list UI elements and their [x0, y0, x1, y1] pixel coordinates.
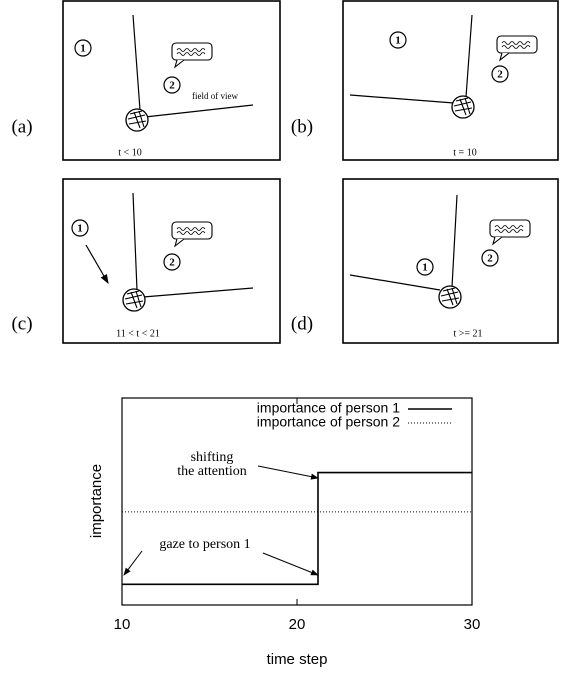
- caption: t < 10: [118, 147, 141, 158]
- panel-frame: [62, 178, 281, 344]
- person-2-label: 2: [169, 80, 175, 92]
- person-2: [163, 253, 181, 271]
- person-2: [481, 249, 499, 267]
- robot: [122, 288, 146, 312]
- person-2-label: 2: [487, 253, 493, 265]
- annotation: shifting: [191, 450, 234, 465]
- person-1-label: 1: [422, 262, 428, 274]
- person-1: [389, 31, 407, 49]
- speech-bubble: [489, 219, 531, 245]
- person-2: [491, 65, 509, 83]
- legend-label: importance of person 2: [257, 414, 400, 430]
- annotation: gaze to person 1: [159, 537, 250, 552]
- person-2: [163, 76, 181, 94]
- x-axis-label: time step: [267, 651, 328, 668]
- panel-label: (c): [11, 313, 32, 334]
- person-1-label: 1: [395, 35, 401, 47]
- x-tick-label: 10: [114, 616, 131, 633]
- panel-label: (a): [11, 116, 32, 137]
- person-1-label: 1: [77, 223, 83, 235]
- robot: [451, 95, 475, 119]
- field-of-view: [349, 14, 473, 104]
- panel-b: (b) 1 2 t = 10: [291, 0, 559, 161]
- speech-bubble: [171, 42, 213, 68]
- person-1: [416, 258, 434, 276]
- x-tick-label: 20: [289, 616, 306, 633]
- panel-frame: [62, 0, 281, 161]
- caption: t = 10: [453, 147, 476, 158]
- legend-label: importance of person 1: [257, 400, 400, 416]
- robot: [125, 108, 149, 132]
- arrow: [85, 244, 109, 285]
- panel-c: (c) 1 2 11 < t < 21: [11, 178, 281, 344]
- field-of-view: [132, 14, 254, 118]
- series-line: [122, 471, 472, 586]
- field-of-view: [132, 192, 254, 298]
- person-1: [71, 219, 89, 237]
- person-1-label: 1: [80, 43, 86, 55]
- note: field of view: [192, 91, 238, 101]
- y-axis-label: importance: [88, 464, 105, 538]
- panel-frame: [342, 0, 559, 161]
- annotation: the attention: [177, 464, 247, 479]
- panel-label: (d): [291, 313, 313, 334]
- chart: time step importance 10 20 30 importance of…: [88, 397, 481, 668]
- field-of-view: [349, 194, 458, 291]
- person-1: [74, 39, 92, 57]
- panel-a: (a) 1 2 field of view t < 10: [11, 0, 281, 161]
- person-2-label: 2: [169, 257, 175, 269]
- panel-d: (d) 1 2 t >= 21: [291, 178, 559, 344]
- speech-bubble: [171, 221, 213, 247]
- caption: t >= 21: [453, 328, 482, 339]
- panel-label: (b): [291, 116, 313, 137]
- arrow: [262, 552, 319, 576]
- person-2-label: 2: [497, 69, 503, 81]
- panel-frame: [342, 178, 559, 344]
- robot: [438, 285, 462, 309]
- speech-bubble: [496, 35, 538, 61]
- arrow: [257, 465, 319, 480]
- x-tick-label: 30: [464, 616, 481, 633]
- caption: 11 < t < 21: [116, 328, 160, 339]
- arrow: [123, 550, 143, 576]
